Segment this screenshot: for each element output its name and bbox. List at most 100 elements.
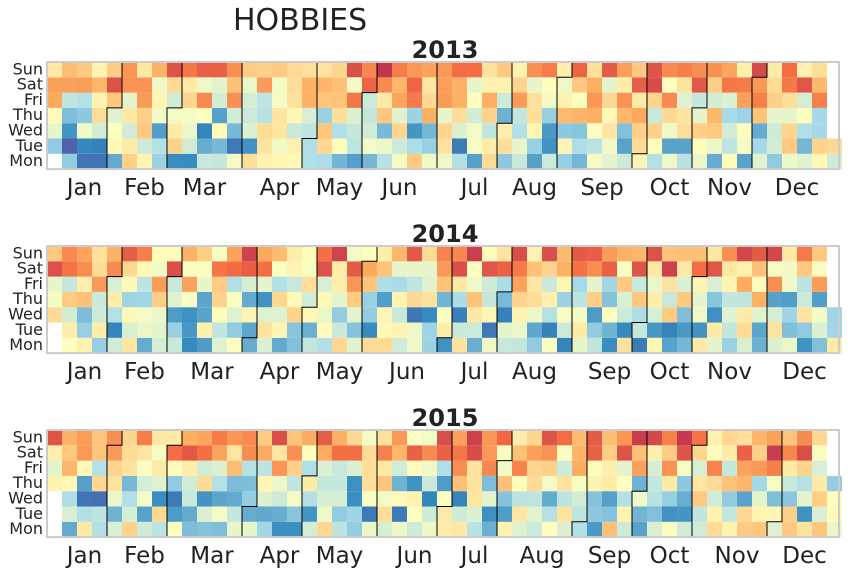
day-cell [77, 460, 92, 476]
day-cell [62, 506, 77, 522]
day-cell [92, 521, 107, 538]
day-cell [587, 107, 602, 124]
day-cell [587, 445, 602, 461]
day-cell [797, 62, 812, 78]
day-cell [602, 246, 617, 262]
day-cell [632, 62, 647, 78]
month-label: Jul [459, 359, 489, 385]
day-cell [182, 291, 197, 308]
day-cell [287, 77, 302, 93]
month-border [691, 246, 708, 354]
day-cell [707, 123, 722, 139]
day-cell [62, 430, 77, 446]
day-cell [572, 276, 587, 292]
day-cell [287, 307, 302, 323]
day-cell [662, 337, 677, 354]
day-cell [332, 153, 347, 170]
day-cell [242, 92, 257, 108]
day-cell [407, 307, 422, 323]
day-cell [722, 430, 737, 446]
day-cell [47, 107, 62, 124]
day-cell [47, 138, 62, 154]
day-cell [227, 291, 242, 308]
day-cell [167, 107, 182, 124]
day-cell [47, 430, 62, 446]
month-border [301, 430, 318, 538]
day-cell [77, 92, 92, 108]
day-cell [617, 460, 632, 476]
day-cell [152, 491, 167, 507]
day-cell [497, 322, 512, 338]
day-cell [512, 337, 527, 354]
day-cell [812, 138, 827, 154]
month-label: Jan [65, 543, 102, 569]
day-cell [302, 460, 317, 476]
day-cell [707, 430, 722, 446]
day-cell [722, 307, 737, 323]
weekday-label: Sat [17, 443, 43, 462]
day-cell [212, 460, 227, 476]
day-cell [782, 92, 797, 108]
day-cell [782, 107, 797, 124]
day-cell [452, 107, 467, 124]
day-cell [362, 77, 377, 93]
month-border [751, 62, 768, 170]
day-cell [392, 475, 407, 492]
day-cell [587, 153, 602, 170]
day-cell [587, 460, 602, 476]
day-cell [797, 445, 812, 461]
day-cell [737, 491, 752, 507]
day-cell [497, 77, 512, 93]
day-cell [737, 123, 752, 139]
day-cell [197, 322, 212, 338]
day-cell [92, 475, 107, 492]
day-cell [437, 291, 452, 308]
day-cell [767, 337, 782, 354]
day-cell [377, 491, 392, 507]
day-cell [737, 276, 752, 292]
day-cell [362, 246, 377, 262]
month-label: Dec [782, 543, 827, 569]
day-cell [212, 107, 227, 124]
day-cell [482, 491, 497, 507]
day-cell [542, 261, 557, 277]
day-cell [302, 291, 317, 308]
day-cell [167, 521, 182, 538]
day-cell [197, 291, 212, 308]
day-cell [377, 521, 392, 538]
weekday-label: Fri [24, 458, 43, 477]
day-cell [662, 92, 677, 108]
day-cell [467, 307, 482, 323]
day-cell [602, 291, 617, 308]
day-cell [452, 521, 467, 538]
month-label: Nov [707, 359, 752, 385]
day-cell [227, 276, 242, 292]
day-cell [92, 322, 107, 338]
day-cell [572, 107, 587, 124]
panel-frame [46, 61, 840, 171]
day-cell [182, 153, 197, 170]
day-cell [347, 337, 362, 354]
day-cell [527, 107, 542, 124]
day-cell [182, 77, 197, 93]
day-cell [467, 246, 482, 262]
day-cell [482, 506, 497, 522]
day-cell [107, 62, 122, 78]
day-cell [92, 107, 107, 124]
day-cell [407, 491, 422, 507]
day-cell [182, 62, 197, 78]
day-cell [722, 475, 737, 492]
day-cell [92, 246, 107, 262]
day-cell [347, 107, 362, 124]
day-cell [812, 460, 827, 476]
day-cell [647, 261, 662, 277]
day-cell [257, 92, 272, 108]
day-cell [362, 521, 377, 538]
day-cell [287, 430, 302, 446]
day-cell [497, 138, 512, 154]
day-cell [632, 506, 647, 522]
month-borders [106, 62, 768, 170]
day-cell [167, 77, 182, 93]
month-label: Nov [707, 175, 752, 201]
day-cell [242, 62, 257, 78]
